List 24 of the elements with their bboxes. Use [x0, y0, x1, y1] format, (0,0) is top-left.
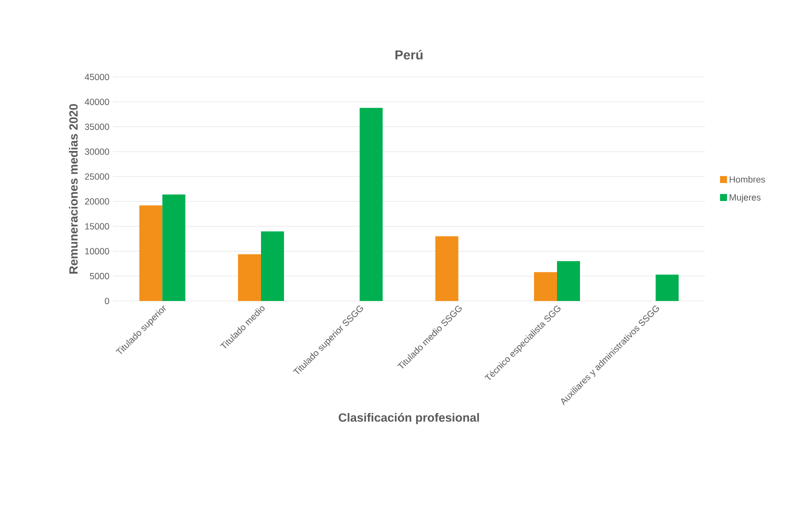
y-axis-title: Remuneraciones medias 2020 — [68, 104, 78, 274]
y-tick-label: 25000 — [85, 173, 110, 180]
y-tick-label: 10000 — [85, 248, 110, 254]
bar — [162, 194, 186, 301]
bar — [557, 261, 580, 301]
y-tick-label: 30000 — [84, 148, 110, 155]
bar — [435, 236, 458, 301]
x-axis-title: Clasificación profesional — [338, 412, 479, 424]
y-tick-label: 0 — [104, 298, 110, 304]
bar — [139, 205, 162, 301]
y-tick-label: 35000 — [84, 124, 110, 130]
bar — [534, 272, 557, 301]
bar — [656, 274, 679, 301]
y-tick-label: 15000 — [85, 223, 110, 230]
bar — [360, 108, 383, 301]
y-tick-label: 5000 — [90, 272, 110, 280]
y-tick-label: 20000 — [85, 198, 110, 205]
legend-label: Mujeres — [730, 194, 761, 202]
bar — [261, 231, 284, 301]
chart-title: Perú — [395, 50, 423, 60]
bar — [238, 254, 261, 301]
y-tick-label: 40000 — [84, 98, 110, 106]
legend-label: Hombres — [730, 176, 766, 183]
y-tick-label: 45000 — [84, 74, 110, 80]
